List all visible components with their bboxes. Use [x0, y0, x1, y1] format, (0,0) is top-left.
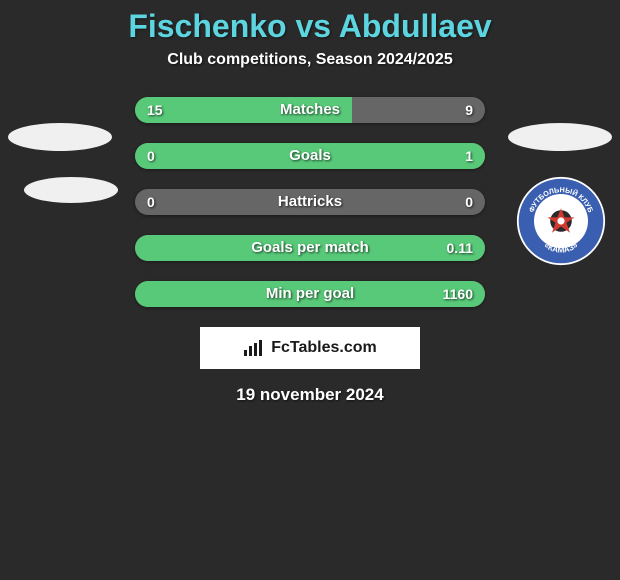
stat-right-value: 9 [465, 97, 473, 123]
stat-label: Goals per match [135, 235, 485, 261]
stat-label: Matches [135, 97, 485, 123]
stat-label: Min per goal [135, 281, 485, 307]
stat-label: Goals [135, 143, 485, 169]
stat-left-value: 15 [147, 97, 163, 123]
stat-row: Matches15 9 [135, 97, 485, 123]
stat-left-value: 0 [147, 143, 155, 169]
fctables-label: FcTables.com [271, 339, 377, 357]
fctables-watermark: FcTables.com [200, 327, 420, 369]
stat-row: Goals0 1 [135, 143, 485, 169]
bar-chart-icon [243, 339, 265, 357]
snapshot-date: 19 november 2024 [0, 385, 620, 405]
season-subtitle: Club competitions, Season 2024/2025 [0, 51, 620, 69]
stat-right-value: 1160 [443, 281, 473, 307]
stat-right-value: 0.11 [447, 235, 473, 261]
stat-left-value: 0 [147, 189, 155, 215]
stats-comparison: Matches159Goals01Hattricks00Goals per ma… [0, 97, 620, 307]
stat-right-value: 0 [465, 189, 473, 215]
stat-label: Hattricks [135, 189, 485, 215]
page-title: Fischenko vs Abdullaev [0, 8, 620, 45]
stat-row: Min per goal1160 [135, 281, 485, 307]
stat-row: Goals per match0.11 [135, 235, 485, 261]
stat-row: Hattricks0 0 [135, 189, 485, 215]
stat-right-value: 1 [465, 143, 473, 169]
